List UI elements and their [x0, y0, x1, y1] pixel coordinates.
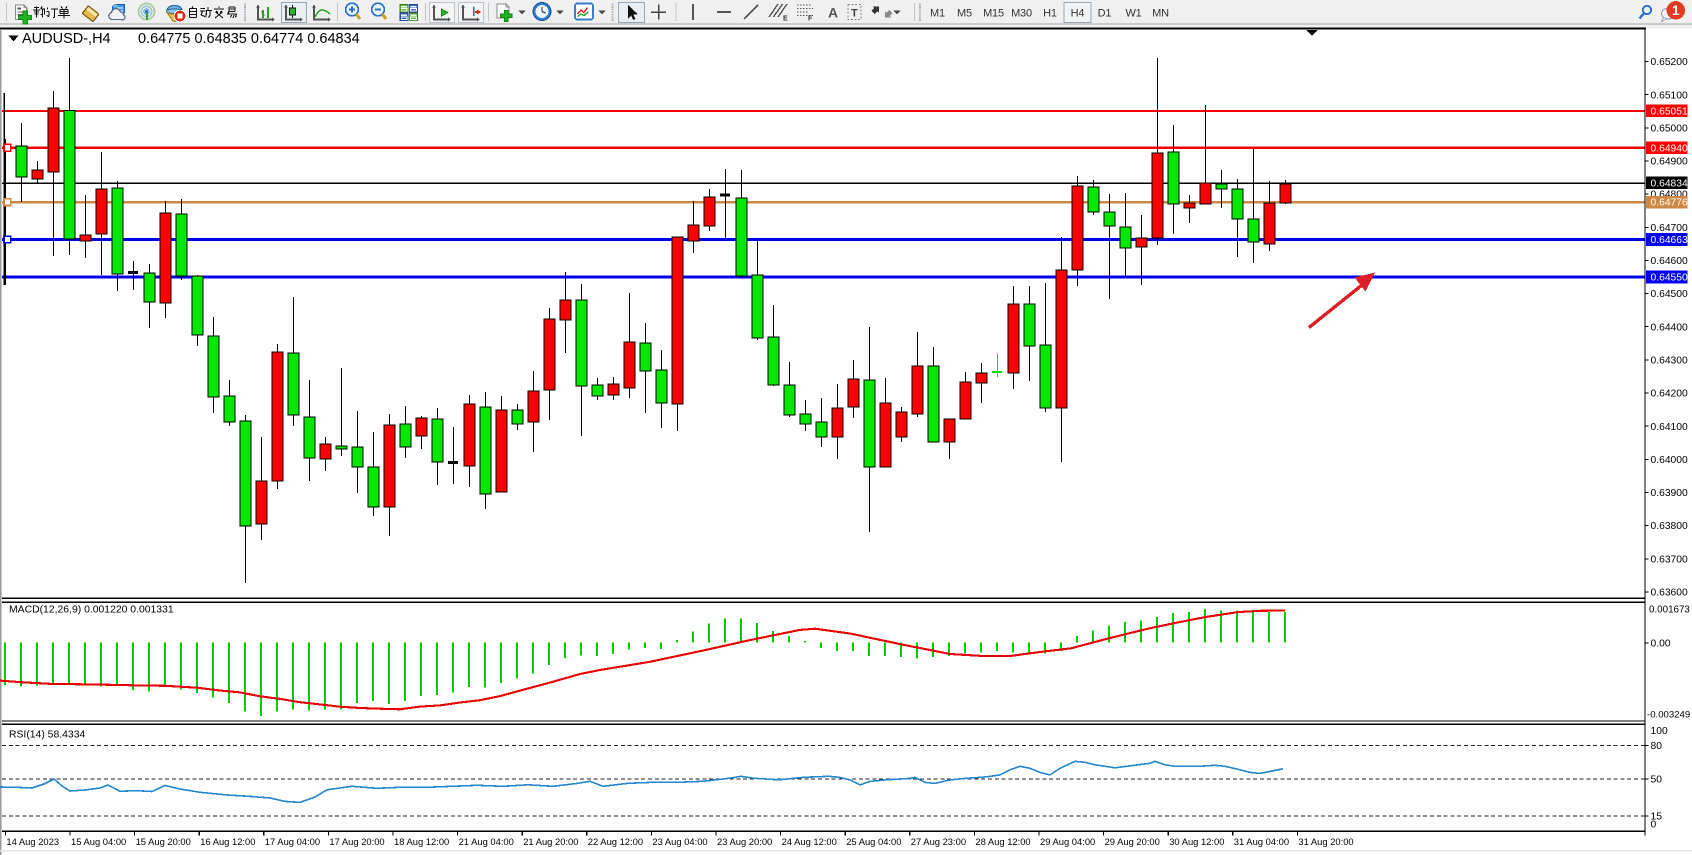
- svg-text:0.63900: 0.63900: [1651, 488, 1688, 499]
- svg-text:0.64200: 0.64200: [1651, 389, 1688, 400]
- svg-text:0.64300: 0.64300: [1651, 356, 1688, 367]
- svg-text:0.64600: 0.64600: [1651, 256, 1688, 267]
- svg-text:15: 15: [1651, 811, 1663, 822]
- svg-text:A: A: [828, 5, 838, 21]
- svg-text:17 Aug 20:00: 17 Aug 20:00: [329, 836, 384, 847]
- svg-text:23 Aug 04:00: 23 Aug 04:00: [652, 836, 707, 847]
- svg-text:H1: H1: [1043, 8, 1057, 20]
- svg-text:0.63600: 0.63600: [1651, 588, 1688, 599]
- svg-text:M30: M30: [1011, 8, 1032, 20]
- svg-text:24 Aug 12:00: 24 Aug 12:00: [782, 836, 837, 847]
- svg-text:M1: M1: [930, 8, 945, 20]
- svg-text:15 Aug 04:00: 15 Aug 04:00: [71, 836, 126, 847]
- svg-text:0.64550: 0.64550: [1651, 273, 1688, 284]
- svg-text:0.64834: 0.64834: [1651, 178, 1688, 189]
- svg-text:29 Aug 04:00: 29 Aug 04:00: [1040, 836, 1095, 847]
- svg-text:0.65000: 0.65000: [1651, 123, 1688, 134]
- svg-text:W1: W1: [1125, 8, 1141, 20]
- svg-text:17 Aug 04:00: 17 Aug 04:00: [265, 836, 320, 847]
- svg-text:50: 50: [1651, 775, 1663, 786]
- svg-text:31 Aug 20:00: 31 Aug 20:00: [1298, 836, 1353, 847]
- svg-text:AUDUSD-,H4: AUDUSD-,H4: [22, 31, 111, 47]
- svg-text:0.64700: 0.64700: [1651, 223, 1688, 234]
- svg-text:22 Aug 12:00: 22 Aug 12:00: [588, 836, 643, 847]
- svg-text:0.64400: 0.64400: [1651, 322, 1688, 333]
- svg-text:0.65100: 0.65100: [1651, 90, 1688, 101]
- svg-text:M5: M5: [957, 8, 972, 20]
- svg-text:25 Aug 04:00: 25 Aug 04:00: [846, 836, 901, 847]
- svg-text:30 Aug 12:00: 30 Aug 12:00: [1169, 836, 1224, 847]
- svg-text:27 Aug 23:00: 27 Aug 23:00: [911, 836, 966, 847]
- svg-text:F: F: [808, 16, 813, 23]
- svg-text:0.00: 0.00: [1651, 639, 1671, 650]
- svg-text:29 Aug 20:00: 29 Aug 20:00: [1105, 836, 1160, 847]
- svg-text:15 Aug 20:00: 15 Aug 20:00: [136, 836, 191, 847]
- svg-text:H4: H4: [1071, 8, 1085, 20]
- svg-text:14 Aug 2023: 14 Aug 2023: [6, 836, 59, 847]
- svg-text:21 Aug 04:00: 21 Aug 04:00: [459, 836, 514, 847]
- svg-text:21 Aug 20:00: 21 Aug 20:00: [523, 836, 578, 847]
- svg-text:100: 100: [1651, 726, 1668, 737]
- svg-text:0.63800: 0.63800: [1651, 521, 1688, 532]
- svg-text:0.64800: 0.64800: [1651, 190, 1688, 201]
- svg-text:28 Aug 12:00: 28 Aug 12:00: [975, 836, 1030, 847]
- svg-text:M15: M15: [983, 8, 1004, 20]
- svg-text:0.65200: 0.65200: [1651, 57, 1688, 68]
- svg-text:-0.003249: -0.003249: [1647, 710, 1690, 721]
- svg-text:23 Aug 20:00: 23 Aug 20:00: [717, 836, 772, 847]
- svg-text:MN: MN: [1152, 8, 1169, 20]
- svg-text:0.64900: 0.64900: [1651, 157, 1688, 168]
- svg-text:0.64100: 0.64100: [1651, 422, 1688, 433]
- svg-text:0.65051: 0.65051: [1651, 107, 1688, 118]
- svg-text:0.64775 0.64835 0.64774 0.6483: 0.64775 0.64835 0.64774 0.64834: [138, 31, 360, 47]
- svg-text:18 Aug 12:00: 18 Aug 12:00: [394, 836, 449, 847]
- svg-text:0: 0: [1651, 820, 1657, 831]
- svg-text:0.63700: 0.63700: [1651, 554, 1688, 565]
- svg-text:0.64500: 0.64500: [1651, 289, 1688, 300]
- svg-text:T: T: [851, 8, 858, 20]
- svg-text:E: E: [783, 16, 788, 23]
- svg-text:80: 80: [1651, 741, 1663, 752]
- svg-text:0.64940: 0.64940: [1651, 143, 1688, 154]
- svg-text:MACD(12,26,9) 0.001220 0.00133: MACD(12,26,9) 0.001220 0.001331: [9, 605, 174, 616]
- svg-text:RSI(14) 58.4334: RSI(14) 58.4334: [9, 729, 85, 740]
- svg-text:31 Aug 04:00: 31 Aug 04:00: [1234, 836, 1289, 847]
- svg-text:1: 1: [1672, 3, 1680, 18]
- svg-text:D1: D1: [1098, 8, 1112, 20]
- svg-text:0.64663: 0.64663: [1651, 235, 1688, 246]
- svg-text:16 Aug 12:00: 16 Aug 12:00: [200, 836, 255, 847]
- svg-text:0.64000: 0.64000: [1651, 455, 1688, 466]
- svg-text:0.64776: 0.64776: [1651, 198, 1688, 209]
- svg-text:0.001673: 0.001673: [1649, 605, 1690, 616]
